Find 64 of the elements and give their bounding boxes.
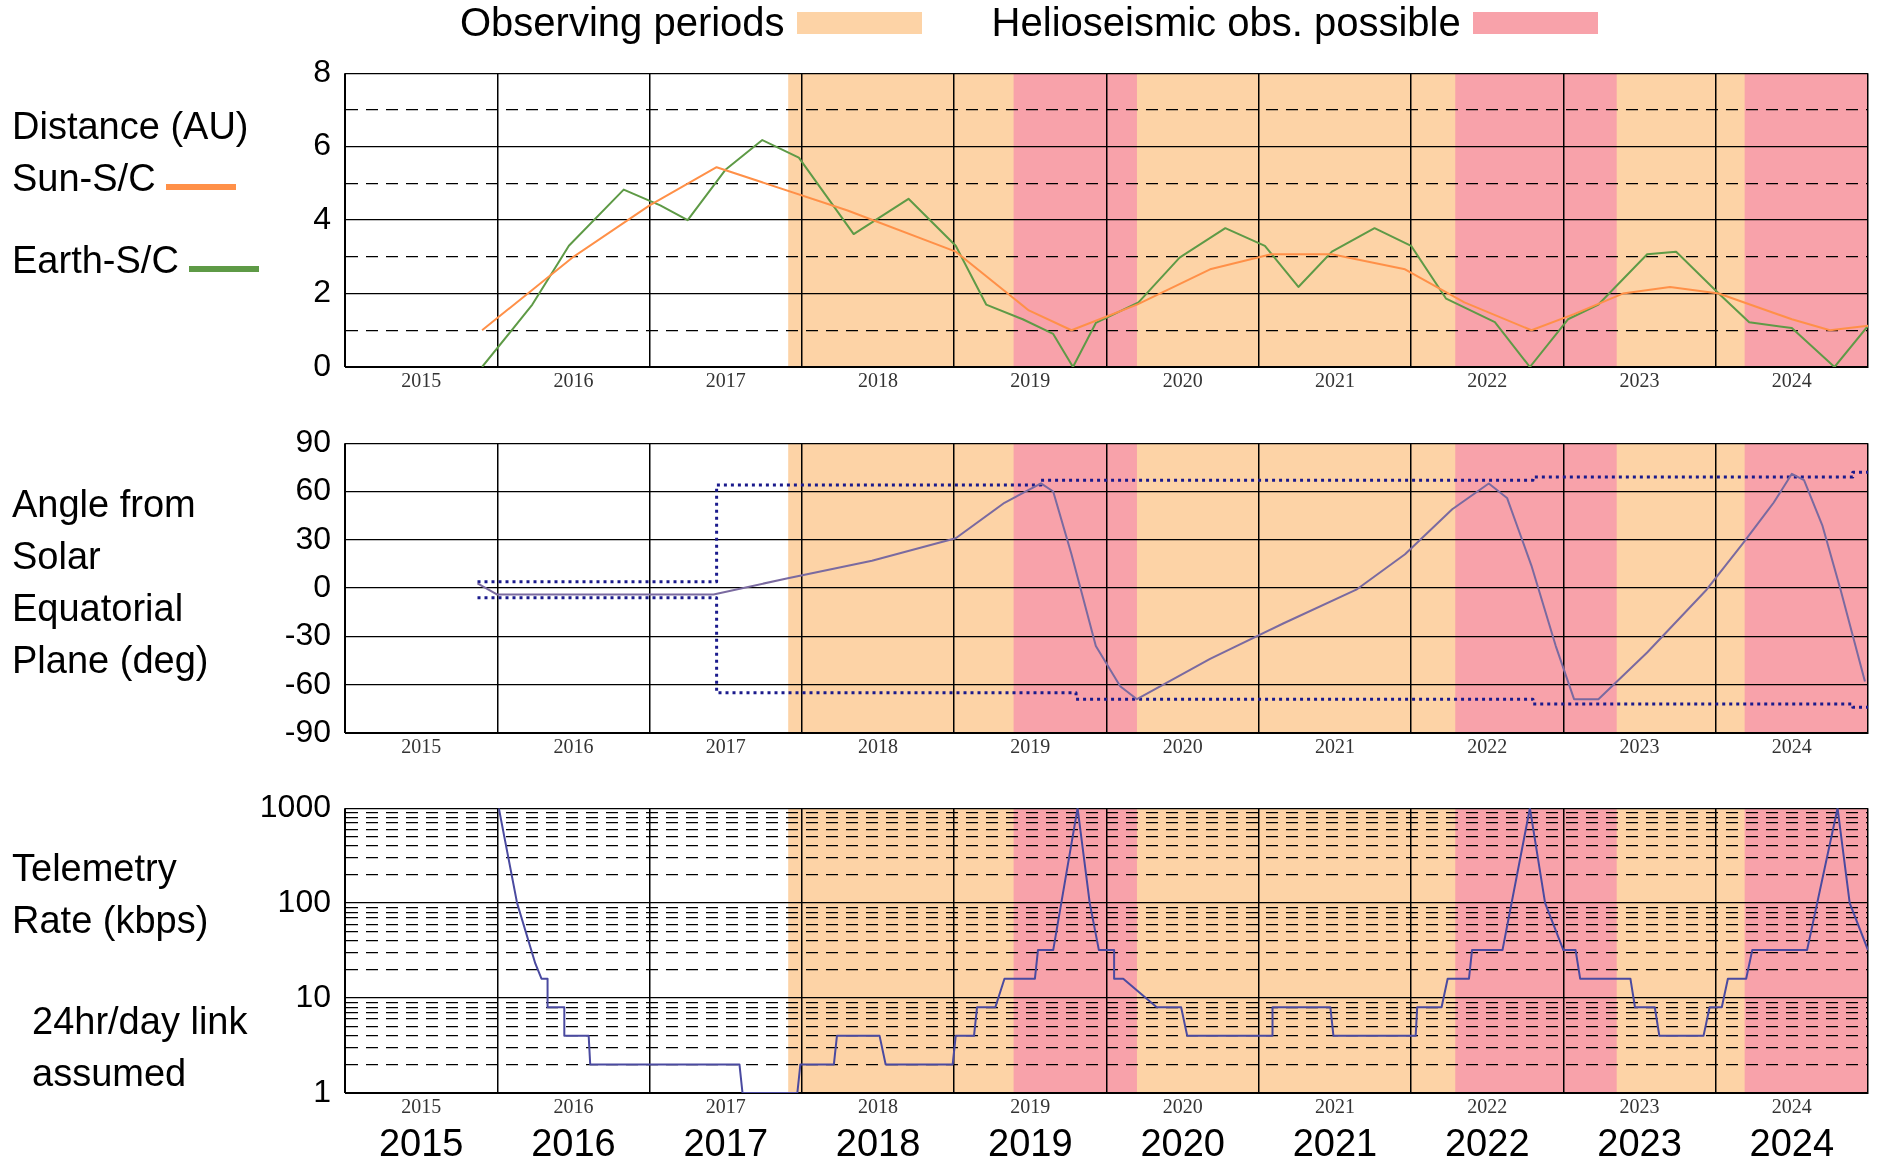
text: 2018 — [835, 1122, 921, 1165]
x-tick-label: 2015 — [401, 1095, 442, 1118]
text: 2024 — [1749, 1122, 1835, 1165]
x-tick-label: 2022 — [1467, 735, 1508, 758]
x-tick-label: 2019 — [1010, 735, 1051, 758]
text: 2023 — [1597, 1122, 1682, 1165]
y-axis-title: Telemetry Rate (kbps) — [12, 846, 210, 943]
y-tick-label: 90 — [295, 423, 331, 460]
y-tick-label: 0 — [313, 567, 331, 604]
y-tick-label: 0 — [313, 346, 331, 383]
x-tick-label: 2022 — [1467, 369, 1508, 392]
text: 2021 — [1292, 1122, 1378, 1165]
x-tick-label: 2021 — [1314, 369, 1355, 392]
text: 2020 — [1140, 1122, 1225, 1165]
x-tick-label: 2016 — [553, 369, 594, 392]
text: 2017 — [683, 1122, 769, 1165]
y-tick-label: -60 — [284, 664, 331, 701]
legend-label: Sun-S/C — [12, 156, 156, 201]
y-tick-label: 60 — [295, 471, 331, 508]
text: 2015 — [378, 1122, 464, 1165]
y-tick-label: -30 — [284, 616, 331, 653]
y-tick-label: 4 — [313, 199, 331, 236]
x-tick-label: 2022 — [1467, 1095, 1508, 1118]
x-tick-label: 2018 — [858, 369, 899, 392]
x-tick-label: 2018 — [858, 1095, 899, 1118]
y-tick-label: 100 — [277, 882, 331, 919]
x-tick-label: 2024 — [1771, 369, 1812, 392]
text: 2016 — [531, 1122, 616, 1165]
y-tick-label: 1000 — [259, 788, 331, 825]
x-tick-label: 2020 — [1162, 735, 1203, 758]
legend-label: Observing periods — [460, 0, 785, 45]
x-tick-label: 2015 — [401, 735, 442, 758]
y-tick-label: 6 — [313, 126, 331, 163]
text: 2022 — [1444, 1122, 1530, 1165]
x-tick-label: 2016 — [553, 735, 594, 758]
x-tick-label: 2023 — [1619, 735, 1660, 758]
y-axis-title: Angle from Solar Equatorial Plane (deg) — [12, 482, 210, 683]
x-tick-label: 2023 — [1619, 1095, 1660, 1118]
x-tick-label: 2019 — [1010, 369, 1051, 392]
x-tick-label: 2021 — [1314, 735, 1355, 758]
x-tick-label: 2018 — [858, 735, 899, 758]
x-tick-label: 2017 — [705, 369, 746, 392]
y-tick-label: -90 — [284, 712, 331, 749]
x-tick-label: 2019 — [1010, 1095, 1051, 1118]
x-tick-label: 2016 — [553, 1095, 594, 1118]
legend-label: Earth-S/C — [12, 238, 179, 283]
x-tick-label: 2021 — [1314, 1095, 1355, 1118]
x-tick-label: 2015 — [401, 369, 442, 392]
y-tick-label: 30 — [295, 519, 331, 556]
x-tick-label: 2024 — [1771, 735, 1812, 758]
y-tick-label: 8 — [313, 53, 331, 90]
x-tick-label: 2017 — [705, 735, 746, 758]
x-tick-label: 2024 — [1771, 1095, 1812, 1118]
x-tick-label: 2020 — [1162, 1095, 1203, 1118]
x-tick-label: 2017 — [705, 1095, 746, 1118]
x-tick-label: 2023 — [1619, 369, 1660, 392]
text: 2019 — [988, 1122, 1073, 1165]
y-tick-label: 2 — [313, 273, 331, 310]
legend-label: Helioseismic obs. possible — [991, 0, 1461, 45]
x-tick-label: 2020 — [1162, 369, 1203, 392]
y-tick-label: 10 — [295, 977, 331, 1014]
text: 24hr/day link assumed — [32, 999, 249, 1096]
y-tick-label: 1 — [313, 1072, 331, 1109]
y-axis-title: Distance (AU) — [12, 105, 249, 147]
